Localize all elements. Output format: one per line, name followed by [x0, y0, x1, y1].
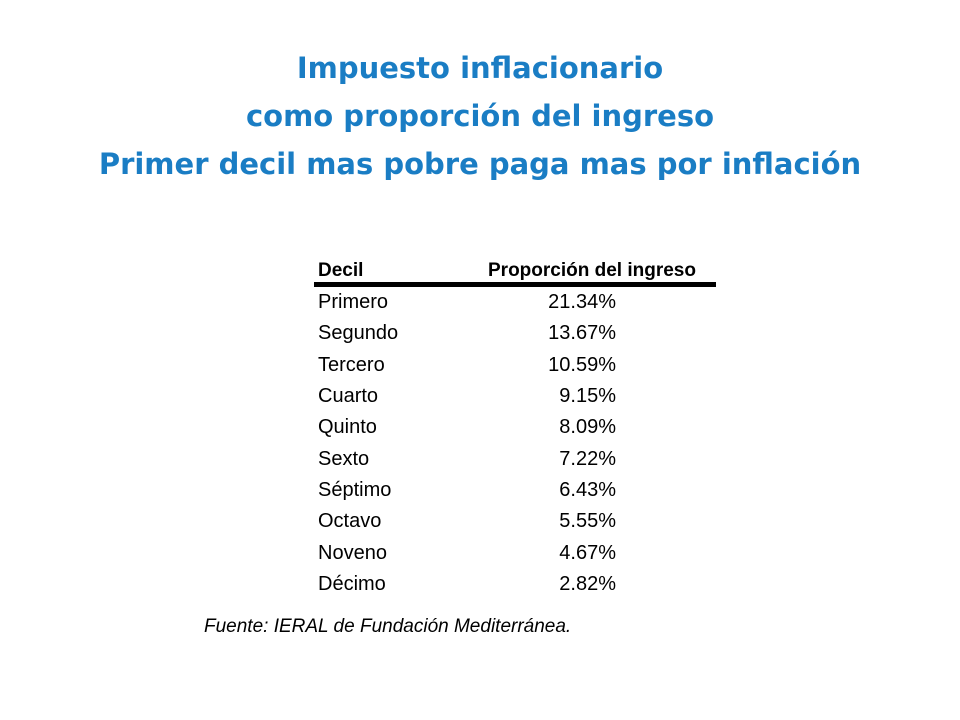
row-decil-label: Quinto: [318, 416, 377, 439]
title-line-2: como proporción del ingreso: [245, 99, 715, 133]
row-proporcion-value: 6.43%: [559, 478, 616, 501]
table-row: Noveno 4.67%: [314, 537, 716, 568]
slide-title: Impuesto inflacionario como proporción d…: [0, 44, 960, 188]
row-decil-label: Cuarto: [318, 385, 379, 408]
table-row: Sexto 7.22%: [314, 443, 716, 474]
table-row: Segundo 13.67%: [314, 318, 716, 349]
table-row: Tercero 10.59%: [314, 350, 716, 381]
row-decil-label: Octavo: [318, 510, 382, 533]
row-decil-label: Tercero: [318, 353, 385, 376]
table-row: Octavo 5.55%: [314, 506, 716, 537]
title-line-1: Impuesto inflacionario: [296, 51, 664, 85]
decile-table-container: Decil Proporción del ingreso Primero 21.…: [314, 255, 716, 600]
table-row: Quinto 8.09%: [314, 412, 716, 443]
title-line-3: Primer decil mas pobre paga mas por infl…: [98, 147, 862, 181]
table-row: Décimo 2.82%: [314, 569, 716, 600]
row-proporcion-value: 9.15%: [559, 385, 616, 408]
row-decil-label: Primero: [318, 291, 389, 314]
header-proporcion: Proporción del ingreso: [468, 255, 716, 287]
row-proporcion-value: 8.09%: [559, 416, 616, 439]
row-proporcion-value: 13.67%: [548, 322, 616, 345]
table-row: Primero 21.34%: [314, 285, 716, 319]
row-proporcion-value: 4.67%: [559, 541, 616, 564]
table-row: Cuarto 9.15%: [314, 381, 716, 412]
row-proporcion-value: 5.55%: [559, 510, 616, 533]
source-note: Fuente: IERAL de Fundación Mediterránea.: [204, 616, 572, 637]
row-proporcion-value: 2.82%: [559, 572, 616, 595]
row-decil-label: Segundo: [318, 322, 399, 345]
row-proporcion-value: 10.59%: [548, 353, 616, 376]
row-proporcion-value: 7.22%: [559, 447, 616, 470]
row-decil-label: Décimo: [318, 572, 386, 595]
header-decil: Decil: [314, 255, 468, 287]
decile-table: Decil Proporción del ingreso Primero 21.…: [314, 255, 716, 600]
row-decil-label: Sexto: [318, 447, 370, 470]
table-header-row: Decil Proporción del ingreso: [314, 255, 716, 287]
row-decil-label: Séptimo: [318, 478, 392, 501]
table-row: Séptimo 6.43%: [314, 475, 716, 506]
row-decil-label: Noveno: [318, 541, 387, 564]
row-proporcion-value: 21.34%: [548, 291, 616, 314]
